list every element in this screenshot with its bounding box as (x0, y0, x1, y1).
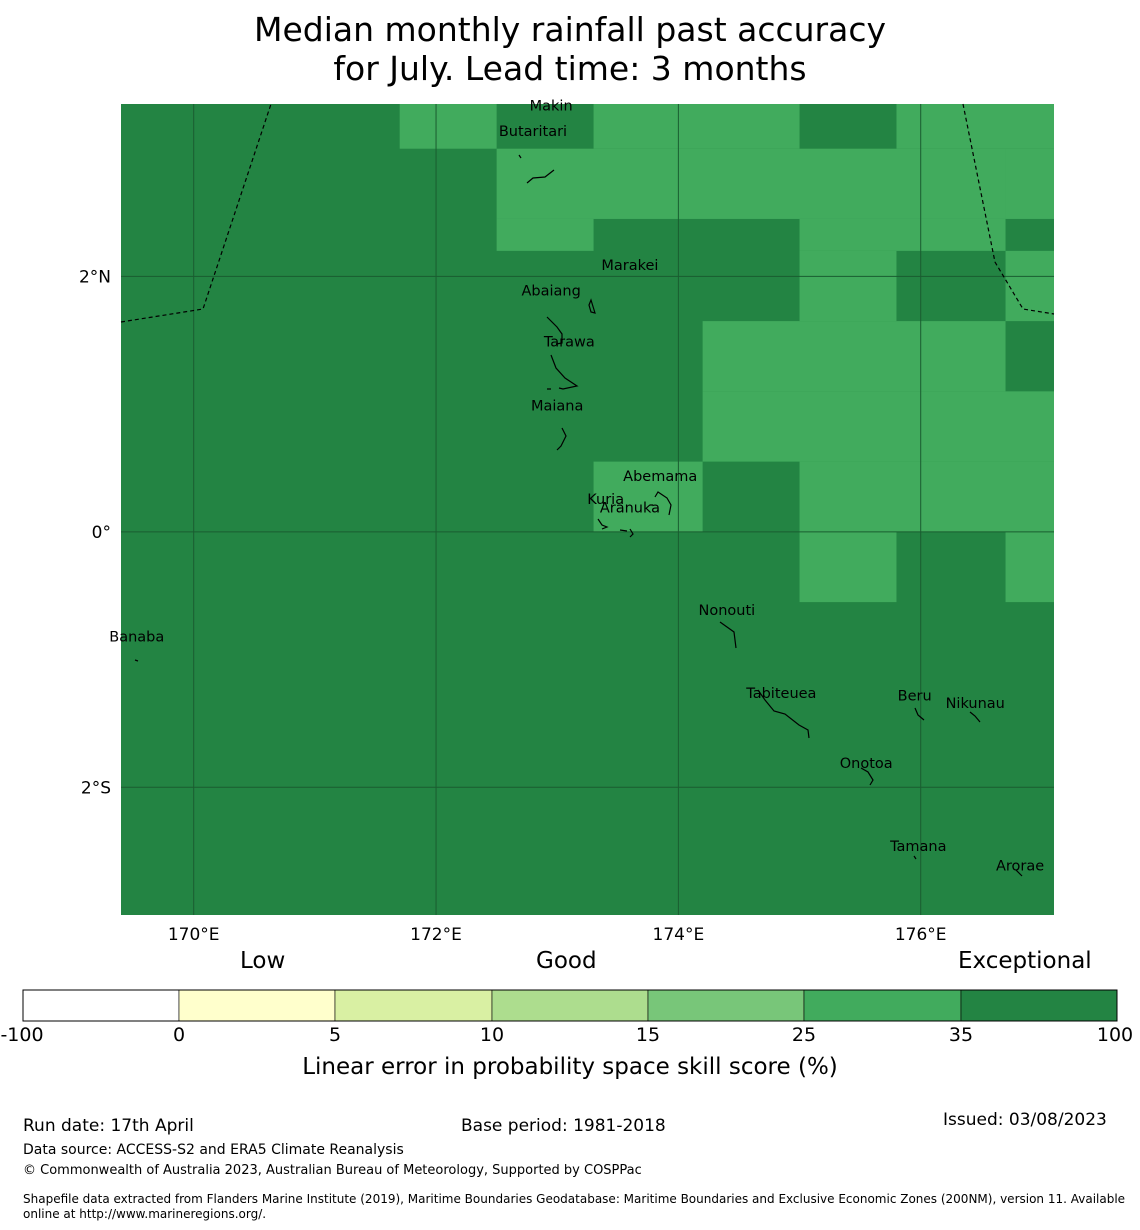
island-label: Arorae (996, 858, 1044, 874)
longitude-tick-label: 176°E (895, 925, 947, 945)
grid-cell-25-35 (702, 391, 1054, 462)
skill-map: Makin Butaritari Marakei Abaiang Tarawa Maian… (79, 98, 1055, 945)
colorbar-bin (178, 989, 336, 1022)
colorbar-tick-label: 10 (479, 1024, 505, 1046)
shapefile-credit: Shapefile data extracted from Flanders M… (23, 1192, 1138, 1222)
island-label: Tabiteuea (745, 686, 816, 702)
island-label: Nonouti (699, 603, 756, 619)
colorbar-bin (647, 989, 805, 1022)
coast-arorae (1015, 869, 1023, 877)
grid-cell-25-35 (702, 321, 1006, 392)
grid-cell-25-35 (799, 250, 897, 322)
shapefile-credit-line-1: Shapefile data extracted from Flanders M… (23, 1192, 1126, 1206)
coast-nonouti (719, 621, 737, 649)
island-label: Nikunau (946, 696, 1005, 712)
coast-tamana (913, 855, 917, 860)
colorbar-tick-label: 25 (791, 1024, 817, 1046)
island-label: Aranuka (600, 501, 660, 517)
grid-cell-25-35 (1005, 531, 1054, 603)
island-label: Butaritari (499, 124, 567, 140)
island-label: Tarawa (543, 335, 595, 351)
island-label: Banaba (109, 630, 164, 646)
title-line-1: Median monthly rainfall past accuracy (253, 10, 887, 49)
grid-cell-25-35 (896, 104, 1054, 149)
coast-tabiteuea (757, 689, 810, 739)
colorbar-tick-label: 0 (172, 1024, 186, 1046)
coast-marakei (588, 298, 596, 314)
longitude-tick-label: 174°E (653, 925, 705, 945)
colorbar-tick-label: 15 (635, 1024, 661, 1046)
island-label: Maiana (531, 399, 583, 415)
island-label: Makin (530, 98, 573, 114)
eez-boundary-east (962, 103, 1055, 315)
latitude-tick-label: 2°S (81, 778, 111, 798)
coast-banaba (134, 659, 139, 662)
island-label: Kuria (587, 492, 624, 508)
grid-cell-25-35 (799, 531, 897, 603)
colorbar-label: Linear error in probability space skill … (302, 1054, 838, 1080)
grid-cell-25-35 (496, 218, 594, 251)
colorbar-category-exceptional: Exceptional (958, 948, 1092, 974)
grid-cell-25-35 (1005, 250, 1054, 322)
colorbar-bin (491, 989, 649, 1022)
island-label: Tamana (889, 839, 946, 855)
colorbar-outline (22, 989, 1118, 1022)
grid-cell-25-35 (799, 461, 1054, 532)
grid-cell-25-35 (399, 104, 497, 149)
base-period: Base period: 1981-2018 (461, 1116, 666, 1136)
island-label: Marakei (601, 258, 658, 274)
colorbar-bin (334, 989, 493, 1022)
coast-aranuka (619, 528, 634, 538)
colorbar-category-good: Good (536, 948, 597, 974)
grid-cell-25-35 (799, 218, 1006, 251)
island-label: Onotoa (840, 756, 893, 772)
title-line-2: for July. Lead time: 3 months (333, 49, 807, 88)
coast-butaritari (518, 154, 555, 184)
colorbar-tick-label: -100 (0, 1024, 44, 1046)
coast-abemama (650, 491, 672, 516)
colorbar-bin (22, 989, 180, 1022)
run-date: Run date: 17th April (23, 1116, 194, 1136)
island-label: Abaiang (521, 284, 580, 300)
grid-cell-25-35 (1005, 148, 1054, 219)
coast-maiana (556, 427, 567, 451)
copyright: © Commonwealth of Australia 2023, Austra… (23, 1163, 642, 1178)
longitude-tick-label: 170°E (168, 925, 220, 945)
coast-tarawa (547, 354, 579, 390)
eez-boundary-west (120, 103, 272, 323)
grid-cell-25-35 (593, 104, 800, 149)
colorbar-bin (803, 989, 962, 1022)
chart-title: Median monthly rainfall past accuracy fo… (0, 10, 1140, 88)
coast-nikunau (969, 711, 981, 723)
coast-beru (914, 707, 925, 721)
longitude-tick-label: 172°E (410, 925, 462, 945)
island-label: Beru (898, 688, 932, 704)
data-source: Data source: ACCESS-S2 and ERA5 Climate … (23, 1142, 404, 1158)
coast-onotoa (860, 767, 874, 786)
coast-abaiang (546, 316, 563, 345)
coast-kuria (597, 518, 609, 530)
colorbar-bin (960, 989, 1118, 1022)
grid-cell-25-35 (496, 148, 1006, 219)
grid-cell-25-35 (593, 461, 703, 532)
colorbar-tick-label: 5 (328, 1024, 342, 1046)
shapefile-credit-line-2: online at http://www.marineregions.org/. (23, 1207, 267, 1221)
colorbar-tick-label: 100 (1096, 1024, 1134, 1046)
colorbar-category-low: Low (240, 948, 286, 974)
latitude-tick-label: 2°N (79, 267, 111, 287)
latitude-tick-label: 0° (92, 523, 111, 543)
colorbar-tick-label: 35 (948, 1024, 974, 1046)
island-label: Abemama (623, 469, 697, 485)
issued-date: Issued: 03/08/2023 (943, 1110, 1107, 1130)
colorbar (22, 989, 1118, 1022)
